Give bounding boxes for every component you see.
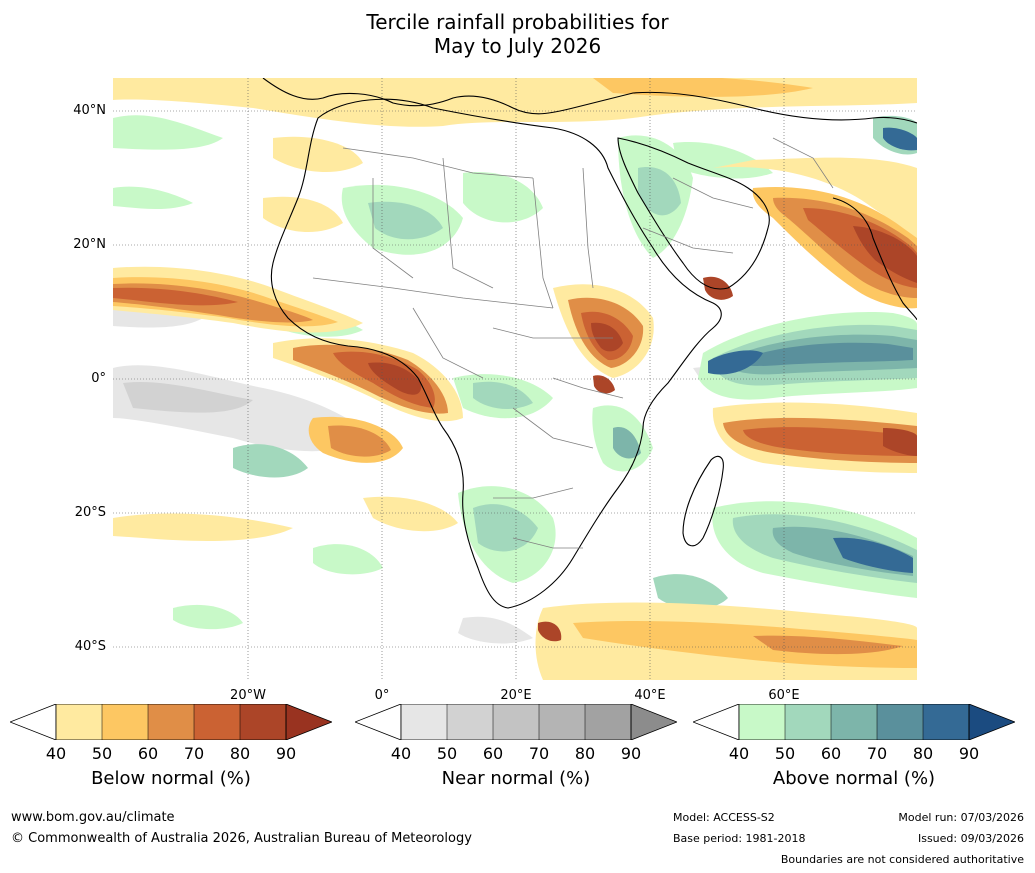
lat-label-20s: 20°S (74, 505, 106, 520)
above-normal-title: Above normal (%) (772, 768, 936, 789)
below-colorbar-bin-2 (102, 704, 148, 740)
boundaries-disclaimer: Boundaries are not considered authoritat… (780, 853, 1024, 866)
title-line-1: Tercile rainfall probabilities for (366, 10, 669, 34)
below-normal-patches (113, 78, 917, 680)
map-title: Tercile rainfall probabilities for May t… (0, 10, 1035, 58)
below-tick-80: 80 (229, 744, 251, 763)
above-colorbar-bin-5 (923, 704, 969, 740)
above-tick-70: 70 (866, 744, 888, 763)
below-colorbar-bin-3 (148, 704, 194, 740)
europe-coastline (262, 78, 917, 124)
above-colorbar-bin-2 (785, 704, 831, 740)
near-normal-patches (113, 307, 813, 644)
near-colorbar-bin-4 (539, 704, 585, 740)
above-tick-60: 60 (820, 744, 842, 763)
below-colorbar-bin-4 (194, 704, 240, 740)
lon-label-60e: 60°E (768, 688, 800, 703)
above-normal-patches (113, 115, 917, 630)
near-tick-40: 40 (390, 744, 412, 763)
below-tick-60: 60 (137, 744, 159, 763)
below-tick-50: 50 (91, 744, 113, 763)
model-run-date: Model run: 07/03/2026 (898, 811, 1024, 824)
graticule (113, 78, 917, 680)
above-tick-80: 80 (912, 744, 934, 763)
above-colorbar-bin-1 (739, 704, 785, 740)
probability-map[interactable] (113, 78, 917, 680)
lat-label-40s: 40°S (74, 639, 106, 654)
lon-label-0: 0° (374, 688, 390, 703)
below-normal-title: Below normal (%) (91, 768, 251, 789)
above-colorbar-bin-4 (877, 704, 923, 740)
africa-coastline (270, 98, 722, 609)
map-canvas (113, 78, 917, 680)
madagascar-coastline (682, 455, 724, 547)
near-colorbar-high-arrow (631, 704, 677, 740)
lon-label-40e: 40°E (634, 688, 666, 703)
below-tick-70: 70 (183, 744, 205, 763)
near-normal-colorbar (353, 703, 679, 744)
lat-label-0: 0° (91, 371, 106, 386)
above-normal-colorbar (691, 703, 1017, 744)
near-colorbar-bin-3 (493, 704, 539, 740)
below-colorbar-bin-1 (56, 704, 102, 740)
near-tick-80: 80 (574, 744, 596, 763)
near-normal-title: Near normal (%) (441, 768, 591, 789)
country-borders (312, 137, 834, 549)
near-tick-60: 60 (482, 744, 504, 763)
above-tick-40: 40 (728, 744, 750, 763)
above-colorbar-bin-3 (831, 704, 877, 740)
near-colorbar-bin-1 (401, 704, 447, 740)
above-colorbar-low-arrow (691, 703, 740, 741)
below-tick-90: 90 (275, 744, 297, 763)
above-tick-50: 50 (774, 744, 796, 763)
below-tick-40: 40 (45, 744, 67, 763)
below-colorbar-low-arrow (8, 703, 57, 741)
website-link[interactable]: www.bom.gov.au/climate (11, 810, 175, 825)
above-colorbar-high-arrow (969, 704, 1015, 740)
lon-label-20w: 20°W (230, 688, 266, 703)
near-colorbar-bin-5 (585, 704, 631, 740)
copyright-text: © Commonwealth of Australia 2026, Austra… (11, 831, 472, 846)
india-coastline (832, 197, 917, 321)
lat-label-20n: 20°N (73, 237, 106, 252)
below-colorbar-bin-5 (240, 704, 286, 740)
near-tick-90: 90 (620, 744, 642, 763)
near-tick-70: 70 (528, 744, 550, 763)
base-period: Base period: 1981-2018 (673, 832, 806, 845)
lon-label-20e: 20°E (500, 688, 532, 703)
issued-date: Issued: 09/03/2026 (917, 832, 1024, 845)
arabia-coastline (617, 137, 770, 290)
near-colorbar-low-arrow (353, 703, 402, 741)
below-normal-colorbar (8, 703, 334, 744)
title-line-2: May to July 2026 (433, 34, 602, 58)
lat-label-40n: 40°N (73, 103, 106, 118)
near-colorbar-bin-2 (447, 704, 493, 740)
above-tick-90: 90 (958, 744, 980, 763)
below-colorbar-high-arrow (286, 704, 332, 740)
model-name: Model: ACCESS-S2 (673, 811, 775, 824)
near-tick-50: 50 (436, 744, 458, 763)
